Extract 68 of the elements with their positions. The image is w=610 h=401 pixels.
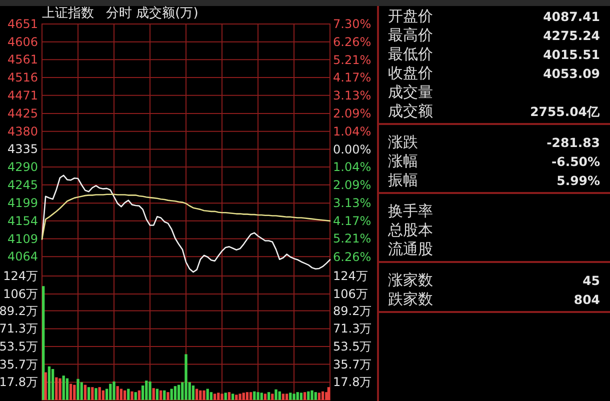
y-tick: 4561 — [7, 52, 38, 67]
value: 804 — [574, 292, 600, 307]
y-tick: 4109 — [7, 232, 38, 246]
value: 4087.41 — [543, 9, 600, 24]
label: 换手率 — [388, 202, 433, 220]
y2-tick: 4.17% — [333, 214, 372, 228]
value: -281.83 — [546, 135, 600, 150]
y-tick: 17.8万 — [0, 375, 38, 390]
y-tick: 4471 — [7, 88, 38, 102]
y2-tick: 89.2万 — [333, 304, 372, 318]
y2-tick: 7.30% — [333, 17, 372, 31]
y2-tick: 35.7万 — [333, 357, 372, 372]
y-tick: 4199 — [7, 196, 38, 210]
y2-tick: 2.09% — [333, 178, 372, 192]
y-tick: 53.5万 — [0, 340, 38, 354]
label: 振幅 — [388, 171, 418, 189]
y-tick: 89.2万 — [0, 304, 38, 318]
y2-tick: 5.21% — [333, 232, 372, 246]
y2-tick: 17.8万 — [333, 375, 372, 390]
y-tick: 4425 — [7, 106, 38, 121]
y-tick: 4516 — [7, 70, 38, 84]
value: 2755.04亿 — [530, 104, 600, 119]
y-tick: 4245 — [7, 178, 38, 192]
label: 流通股 — [388, 240, 433, 258]
y-tick: 4606 — [7, 34, 38, 49]
y-tick: 4064 — [7, 250, 38, 264]
label: 收盘价 — [388, 64, 433, 82]
y-tick: 4335 — [7, 142, 38, 156]
y-tick: 4380 — [7, 124, 38, 138]
y2-tick: 6.26% — [333, 250, 372, 264]
y2-tick: 53.5万 — [333, 340, 372, 354]
value: 4275.24 — [543, 28, 600, 43]
y2-tick: 2.09% — [333, 106, 372, 120]
label: 开盘价 — [388, 7, 433, 25]
y2-tick: 4.17% — [333, 70, 372, 85]
y2-tick: 124万 — [333, 269, 368, 283]
label: 成交额 — [388, 102, 433, 120]
label: 总股本 — [388, 221, 433, 239]
y-tick: 4651 — [7, 17, 38, 31]
y-tick: 35.7万 — [0, 357, 38, 372]
y2-tick: 106万 — [333, 287, 368, 301]
y-tick: 4290 — [7, 160, 38, 174]
value: 4053.09 — [543, 66, 600, 81]
label: 涨跌 — [388, 133, 418, 151]
y2-tick: 6.26% — [333, 34, 372, 49]
y-tick: 106万 — [3, 287, 38, 301]
y-tick: 124万 — [3, 269, 38, 283]
label: 最低价 — [388, 45, 433, 63]
value: 4015.51 — [543, 47, 600, 62]
label: 最高价 — [388, 26, 433, 44]
y2-tick: 3.13% — [333, 88, 372, 103]
y2-tick: 0.00% — [333, 142, 372, 156]
value: 5.99% — [556, 173, 600, 188]
y2-tick: 5.21% — [333, 52, 372, 67]
y-tick: 4154 — [7, 214, 38, 228]
value: 45 — [582, 273, 600, 288]
label: 涨幅 — [388, 152, 418, 170]
y2-tick: 1.04% — [333, 160, 372, 174]
y2-tick: 1.04% — [333, 124, 372, 138]
y2-tick: 71.3万 — [333, 322, 372, 336]
subtitle: 分时 成交额(万) — [106, 6, 198, 21]
label: 成交量 — [388, 83, 433, 101]
title: 上证指数 — [42, 6, 94, 21]
value: -6.50% — [551, 154, 600, 169]
label: 涨家数 — [388, 271, 433, 289]
y-tick: 71.3万 — [0, 322, 38, 336]
label: 跌家数 — [388, 290, 433, 308]
y2-tick: 3.13% — [333, 196, 372, 210]
